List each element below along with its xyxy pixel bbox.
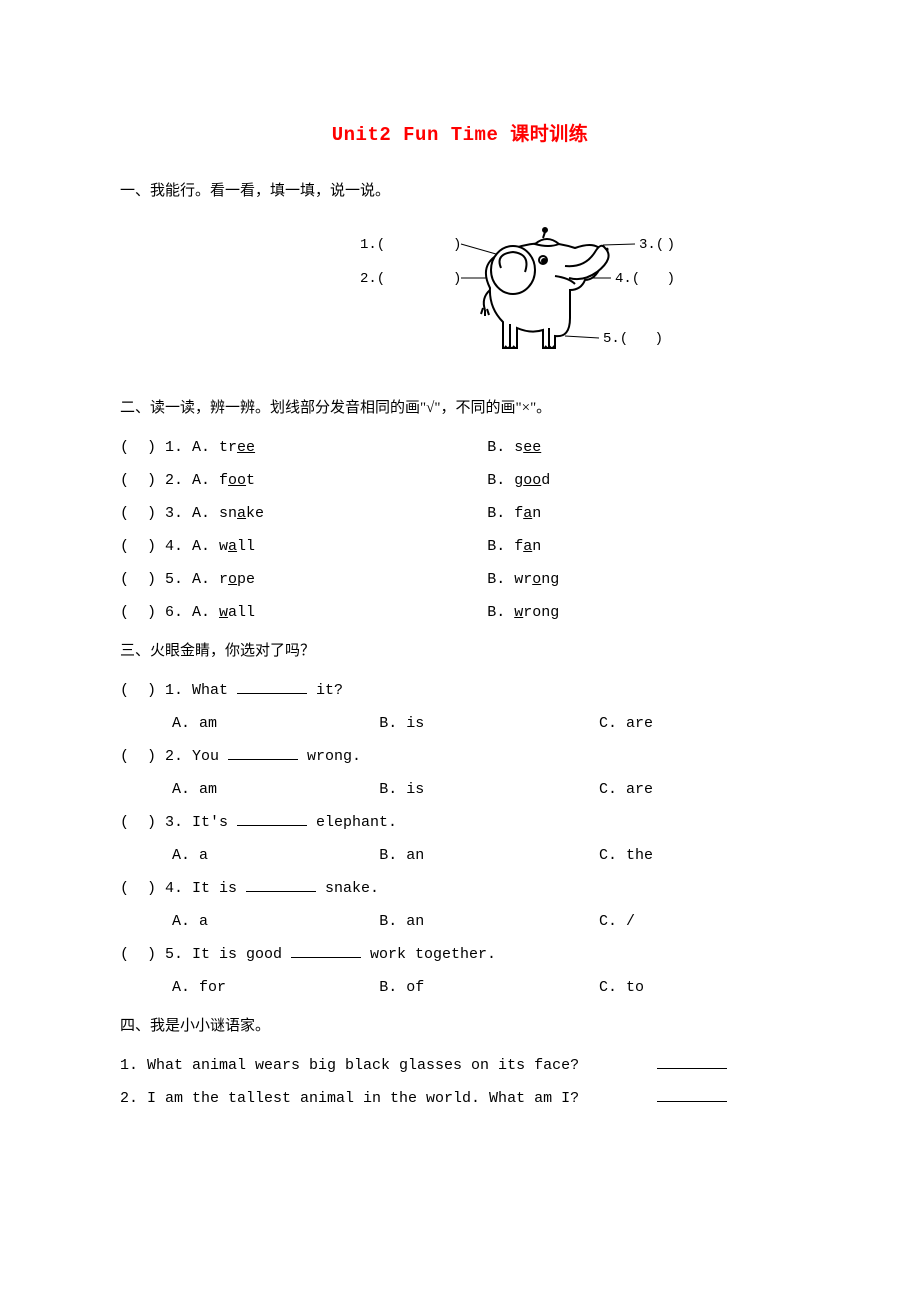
- mc-question: ( ) 1. What it?: [120, 674, 800, 707]
- label-1: 1.(: [360, 237, 385, 253]
- phonics-item: ( ) 6. A. wallB. wrong: [120, 596, 800, 629]
- mc-options: A. aB. anC. the: [120, 839, 800, 872]
- phonics-item: ( ) 5. A. ropeB. wrong: [120, 563, 800, 596]
- label-5: 5.(: [603, 331, 628, 347]
- label-3: 3.(: [639, 237, 664, 253]
- mc-question: ( ) 5. It is good work together.: [120, 938, 800, 971]
- label-4: 4.(: [615, 271, 640, 287]
- section3-heading: 三、火眼金睛，你选对了吗？: [120, 635, 800, 668]
- mc-question: ( ) 2. You wrong.: [120, 740, 800, 773]
- mc-options: A. amB. isC. are: [120, 707, 800, 740]
- riddle-item: 2. I am the tallest animal in the world.…: [120, 1082, 800, 1115]
- phonics-item: ( ) 2. A. footB. good: [120, 464, 800, 497]
- svg-text:): ): [453, 271, 461, 287]
- mc-options: A. aB. anC. /: [120, 905, 800, 938]
- elephant-icon: [481, 228, 609, 348]
- section2-list: ( ) 1. A. treeB. see( ) 2. A. footB. goo…: [120, 431, 800, 629]
- section4-heading: 四、我是小小谜语家。: [120, 1010, 800, 1043]
- label-2: 2.(: [360, 271, 385, 287]
- section3-list: ( ) 1. What it?A. amB. isC. are( ) 2. Yo…: [120, 674, 800, 1004]
- mc-question: ( ) 3. It's elephant.: [120, 806, 800, 839]
- phonics-item: ( ) 4. A. wallB. fan: [120, 530, 800, 563]
- section4-list: 1. What animal wears big black glasses o…: [120, 1049, 800, 1115]
- section1-heading: 一、我能行。看一看，填一填，说一说。: [120, 175, 800, 208]
- mc-question: ( ) 4. It is snake.: [120, 872, 800, 905]
- riddle-item: 1. What animal wears big black glasses o…: [120, 1049, 800, 1082]
- phonics-item: ( ) 1. A. treeB. see: [120, 431, 800, 464]
- phonics-item: ( ) 3. A. snakeB. fan: [120, 497, 800, 530]
- svg-text:): ): [453, 237, 461, 253]
- page-title: Unit2 Fun Time 课时训练: [120, 115, 800, 157]
- svg-text:): ): [667, 271, 675, 287]
- mc-options: A. amB. isC. are: [120, 773, 800, 806]
- svg-text:): ): [667, 237, 675, 253]
- svg-text:): ): [655, 331, 663, 347]
- elephant-diagram: 1.( ) 2.( ) 3.( ) ) 4.( ) 5.( ): [120, 218, 800, 368]
- section2-heading: 二、读一读，辨一辨。划线部分发音相同的画"√"，不同的画"×"。: [120, 392, 800, 425]
- mc-options: A. forB. ofC. to: [120, 971, 800, 1004]
